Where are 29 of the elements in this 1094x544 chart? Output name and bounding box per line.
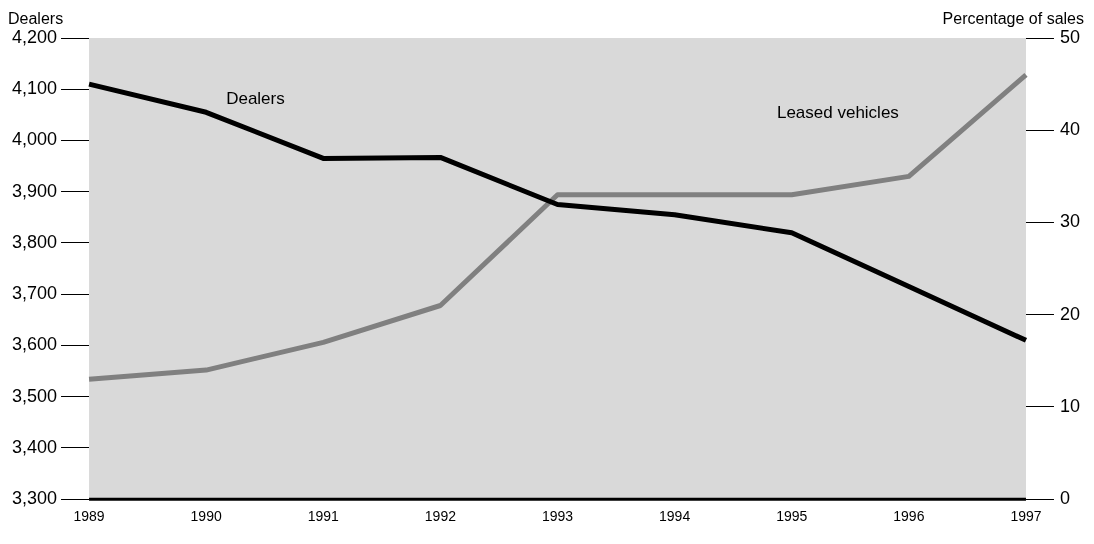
x-tick-label: 1997: [1010, 508, 1042, 525]
y-tick-label: 3,600: [12, 334, 58, 355]
x-tick-label: 1992: [424, 508, 457, 525]
y-tick-label: 3,700: [12, 283, 58, 304]
y-tick-label: 3,800: [12, 231, 58, 252]
text: Leased vehicles: [776, 102, 899, 122]
y-tick-label: 3,400: [12, 436, 58, 457]
series-label: Dealers: [226, 89, 285, 109]
y2-tick-label: 0: [1059, 488, 1070, 509]
y-tick-label: 3,300: [12, 488, 58, 509]
y-tick-label: 4,000: [12, 129, 58, 150]
y2-tick-label: 30: [1059, 211, 1081, 232]
x-tick-label: 1996: [893, 508, 925, 525]
x-tick-label: 1991: [307, 508, 340, 525]
y2-tick-label: 20: [1059, 303, 1081, 324]
x-tick-label: 1995: [776, 508, 808, 525]
x-tick-label: 1993: [541, 508, 574, 525]
y-tick-label: 3,900: [12, 180, 58, 201]
x-tick-label: 1990: [190, 508, 222, 525]
x-tick-label: 1994: [659, 508, 691, 525]
y2-axis-title: Percentage of sales: [942, 10, 1084, 28]
y-tick-label: 4,200: [12, 26, 58, 47]
y-tick-label: 4,100: [12, 78, 58, 99]
y-axis-title: Dealers: [8, 10, 64, 28]
y2-tick-label: 50: [1059, 26, 1081, 47]
x-tick-label: 1989: [73, 508, 105, 525]
y-tick-label: 3,500: [12, 385, 58, 406]
y2-tick-label: 40: [1059, 119, 1081, 140]
y2-tick-label: 10: [1059, 395, 1081, 416]
